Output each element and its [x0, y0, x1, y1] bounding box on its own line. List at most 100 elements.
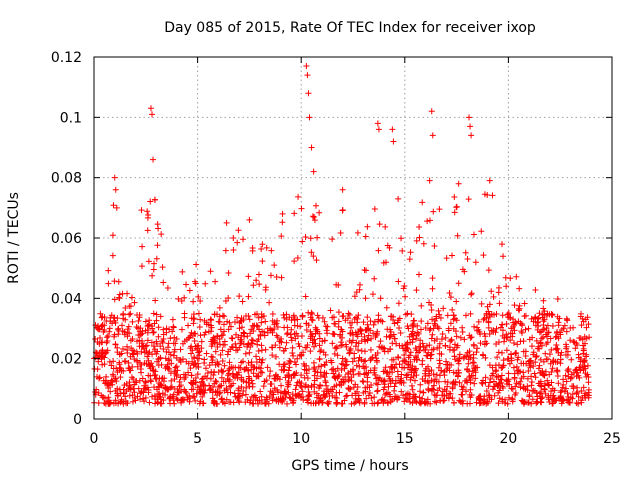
data-point	[224, 389, 231, 396]
data-point	[135, 325, 142, 332]
data-point	[409, 336, 416, 343]
data-point	[560, 325, 567, 332]
data-point	[240, 236, 247, 243]
data-point	[474, 364, 481, 371]
data-point	[105, 280, 112, 287]
data-point	[443, 255, 450, 262]
data-point	[481, 341, 488, 348]
data-point	[279, 210, 286, 217]
data-point	[364, 336, 371, 343]
data-point	[379, 396, 386, 403]
data-point	[100, 377, 107, 384]
data-point	[451, 194, 458, 201]
data-point	[534, 315, 541, 322]
data-point	[579, 362, 586, 369]
data-point	[506, 360, 513, 367]
data-point	[110, 202, 117, 209]
data-point	[236, 344, 243, 351]
data-point	[188, 329, 195, 336]
data-point	[447, 390, 454, 397]
data-point	[298, 372, 305, 379]
data-point	[576, 334, 583, 341]
data-point	[508, 385, 515, 392]
data-point	[303, 326, 310, 333]
data-point	[498, 349, 505, 356]
data-point	[358, 330, 365, 337]
data-point	[507, 275, 514, 282]
data-point	[126, 392, 133, 399]
data-point	[189, 332, 196, 339]
data-point	[212, 278, 219, 285]
data-point	[303, 63, 310, 70]
data-point	[155, 324, 162, 331]
data-point	[125, 323, 132, 330]
data-point	[258, 311, 265, 318]
data-point	[214, 359, 221, 366]
data-point	[450, 312, 457, 319]
data-point	[274, 388, 281, 395]
data-point	[171, 376, 178, 383]
data-point	[367, 346, 374, 353]
data-point	[360, 319, 367, 326]
data-point	[382, 223, 389, 230]
data-point	[286, 357, 293, 364]
data-point	[226, 359, 233, 366]
data-point	[324, 330, 331, 337]
data-point	[459, 328, 466, 335]
data-point	[293, 382, 300, 389]
data-point	[483, 387, 490, 394]
data-point	[142, 378, 149, 385]
data-point	[301, 374, 308, 381]
data-point	[100, 328, 107, 335]
data-point	[153, 338, 160, 345]
data-point	[144, 353, 151, 360]
data-point	[144, 384, 151, 391]
data-point	[333, 281, 340, 288]
data-point	[276, 361, 283, 368]
data-point	[272, 342, 279, 349]
data-point	[284, 324, 291, 331]
data-point	[208, 324, 215, 331]
data-point	[176, 378, 183, 385]
data-point	[297, 323, 304, 330]
data-point	[296, 351, 303, 358]
data-point	[374, 120, 381, 127]
data-point	[215, 361, 222, 368]
data-point	[472, 375, 479, 382]
data-point	[380, 378, 387, 385]
data-point	[198, 388, 205, 395]
data-point	[317, 397, 324, 404]
data-point	[582, 365, 589, 372]
data-point	[183, 389, 190, 396]
data-point	[309, 333, 316, 340]
data-point	[144, 208, 151, 215]
data-point	[316, 355, 323, 362]
data-point	[377, 295, 384, 302]
data-point	[423, 352, 430, 359]
data-point	[162, 355, 169, 362]
data-point	[564, 351, 571, 358]
data-point	[162, 385, 169, 392]
data-point	[541, 372, 548, 379]
data-point	[536, 362, 543, 369]
data-point	[111, 174, 118, 181]
data-point	[409, 328, 416, 335]
data-point	[208, 353, 215, 360]
data-point	[195, 293, 202, 300]
data-point	[153, 317, 160, 324]
data-point	[343, 361, 350, 368]
data-point	[129, 392, 136, 399]
data-point	[452, 356, 459, 363]
data-point	[313, 257, 320, 264]
data-point	[324, 400, 331, 407]
data-point	[308, 309, 315, 316]
data-point	[279, 219, 286, 226]
data-point	[214, 344, 221, 351]
data-point	[335, 323, 342, 330]
data-point	[150, 329, 157, 336]
data-point	[550, 358, 557, 365]
data-point	[452, 381, 459, 388]
data-point	[541, 380, 548, 387]
data-point	[197, 389, 204, 396]
data-point	[191, 394, 198, 401]
